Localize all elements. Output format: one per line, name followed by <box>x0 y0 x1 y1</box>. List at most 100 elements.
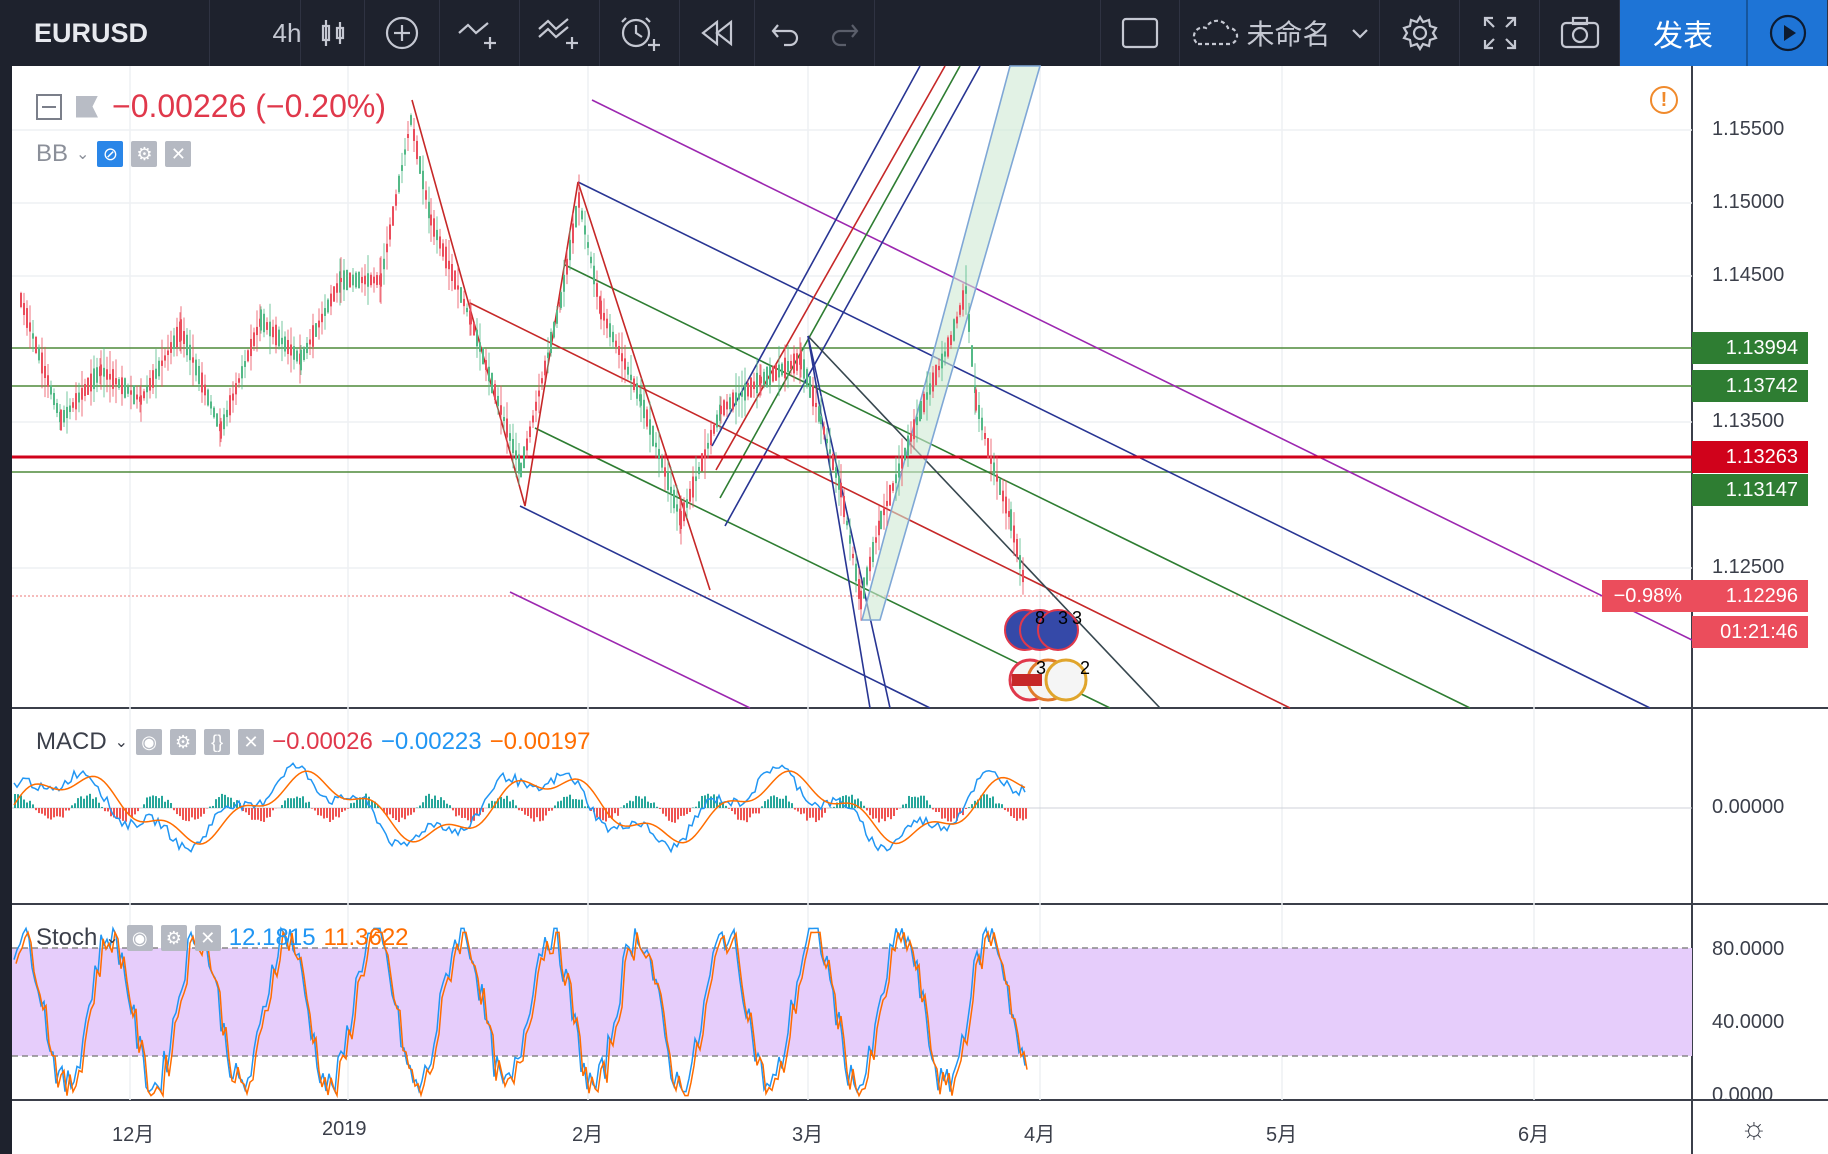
macd-bar <box>155 796 157 808</box>
bb-label[interactable]: BB <box>36 140 69 167</box>
close-icon[interactable]: ✕ <box>165 141 192 167</box>
macd-bar <box>884 808 886 822</box>
macd-bar <box>971 804 973 808</box>
candle-body <box>686 499 688 508</box>
gear-icon[interactable]: ⚙ <box>131 141 158 167</box>
macd-bar <box>743 808 745 821</box>
fullscreen-icon[interactable] <box>1460 0 1540 66</box>
add-indicator-icon[interactable] <box>365 0 440 66</box>
macd-bar <box>878 808 880 823</box>
macd-label[interactable]: MACD <box>36 728 107 755</box>
candle-body <box>253 332 255 347</box>
macd-bar <box>599 808 601 820</box>
macd-bar <box>842 795 844 808</box>
candle-body <box>695 476 697 482</box>
warning-icon[interactable]: ! <box>1650 86 1678 114</box>
settings-gear-icon[interactable] <box>1380 0 1460 66</box>
candle-body <box>790 360 792 370</box>
undo-icon[interactable] <box>755 0 815 66</box>
macd-bar <box>812 808 814 818</box>
candle-body <box>667 472 669 490</box>
macd-bar <box>491 800 493 808</box>
candle-body <box>473 322 475 336</box>
time-axis-label: 5月 <box>1266 1124 1298 1146</box>
event-count[interactable]: 3 <box>1036 658 1047 678</box>
macd-bar <box>209 806 211 808</box>
candle-body <box>29 322 31 332</box>
macd-bar <box>965 808 967 809</box>
macd-bar <box>86 795 88 808</box>
close-icon[interactable]: ✕ <box>194 925 221 951</box>
event-count[interactable]: 8 <box>1035 608 1046 628</box>
chevron-down-icon[interactable]: ⌄ <box>105 930 119 947</box>
eye-icon[interactable]: ◉ <box>126 925 153 951</box>
macd-bar <box>974 800 976 808</box>
macd-bar <box>596 808 598 818</box>
candle-body <box>803 359 805 379</box>
macd-bar <box>581 799 583 808</box>
event-count[interactable]: 3 <box>1072 608 1083 628</box>
candle-body <box>247 350 249 362</box>
stoch-label[interactable]: Stoch <box>36 924 98 951</box>
candle-body <box>124 378 126 398</box>
macd-bar <box>770 796 772 808</box>
macd-bar <box>995 803 997 808</box>
compare-tool-icon[interactable] <box>520 0 600 66</box>
source-code-icon[interactable]: {} <box>204 729 231 755</box>
candle-body <box>235 383 237 395</box>
macd-bar <box>794 808 796 810</box>
replay-icon[interactable] <box>680 0 755 66</box>
layout-selector[interactable]: 未命名 <box>1180 0 1380 66</box>
time-axis-label: 6月 <box>1518 1124 1550 1146</box>
macd-bar <box>821 808 823 818</box>
candle-body <box>383 258 385 270</box>
macd-bar <box>89 793 91 808</box>
gear-icon[interactable]: ⚙ <box>160 925 187 951</box>
macd-bar <box>203 808 205 814</box>
candles-icon[interactable] <box>300 0 365 66</box>
candle-body <box>457 285 459 290</box>
alert-clock-icon[interactable] <box>600 0 680 66</box>
macd-bar <box>782 798 784 808</box>
macd-bar <box>383 808 385 813</box>
candle-body <box>950 334 952 346</box>
macd-bar <box>71 805 73 808</box>
macd-line <box>13 762 1026 854</box>
candle-body <box>800 350 802 370</box>
candle-body <box>846 520 848 526</box>
macd-bar <box>131 808 133 818</box>
macd-bar <box>452 808 454 811</box>
economic-events[interactable] <box>1004 609 1088 702</box>
candle-body <box>710 429 712 446</box>
macd-bar <box>809 808 811 818</box>
gear-icon[interactable]: ⚙ <box>170 729 197 755</box>
event-count[interactable]: 2 <box>1080 658 1091 678</box>
candle-body <box>883 508 885 516</box>
macd-bar <box>314 808 316 811</box>
symbol-search[interactable]: EURUSD <box>0 0 210 66</box>
flag-icon[interactable] <box>76 95 98 118</box>
candle-body <box>35 336 37 354</box>
candle-body <box>981 417 983 431</box>
fullscreen-frame-icon[interactable] <box>1100 0 1180 66</box>
publish-button[interactable]: 发表 <box>1620 0 1746 66</box>
macd-bar <box>560 800 562 808</box>
play-button[interactable] <box>1746 0 1828 66</box>
camera-icon[interactable] <box>1540 0 1620 66</box>
candle-body <box>793 353 795 374</box>
macd-bar <box>107 808 109 812</box>
price-axis-label: 1.13500 <box>1712 410 1785 432</box>
line-tool-icon[interactable] <box>440 0 520 66</box>
sun-settings-icon[interactable]: ☼ <box>1740 1112 1768 1145</box>
event-count[interactable]: 3 <box>1058 608 1069 628</box>
visibility-icon[interactable]: ⊘ <box>97 141 124 167</box>
macd-bar <box>848 796 850 808</box>
eye-icon[interactable]: ◉ <box>136 729 163 755</box>
chevron-down-icon[interactable]: ⌄ <box>76 146 90 163</box>
macd-bar <box>950 808 952 822</box>
collapse-icon[interactable] <box>36 93 62 120</box>
candle-body <box>436 229 438 241</box>
close-icon[interactable]: ✕ <box>238 729 265 755</box>
chevron-down-icon[interactable]: ⌄ <box>114 734 129 751</box>
